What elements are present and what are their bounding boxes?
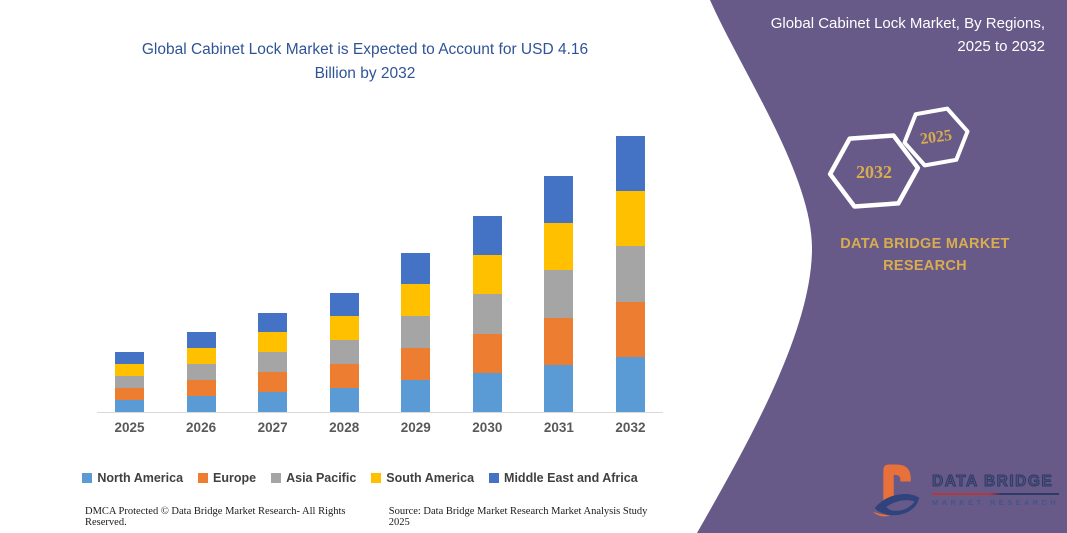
bar-segment-north-america [186, 396, 216, 412]
bar-segment-europe [544, 317, 574, 365]
bar-segment-south-america [401, 284, 431, 317]
bar-segment-europe [186, 380, 216, 396]
bar-segment-asia-pacific [544, 270, 574, 318]
bar-segment-middle-east-and-africa [258, 312, 288, 333]
x-axis-label: 2031 [543, 420, 574, 435]
legend-marker [371, 473, 382, 483]
bar-segment-south-america [544, 223, 574, 271]
logo-divider [932, 493, 1060, 495]
bar-segment-asia-pacific [329, 340, 359, 365]
bar-segment-south-america [615, 191, 645, 247]
hexagon-2025 [902, 106, 970, 168]
legend-item: South America [371, 471, 474, 485]
bar-segment-asia-pacific [115, 376, 144, 388]
bar-segment-south-america [472, 255, 502, 295]
bar-segment-europe [258, 372, 288, 393]
bar-segment-europe [615, 301, 645, 357]
logo-text: DATA BRIDGE MARKET RESEARCH [931, 473, 1060, 507]
bar-segment-north-america [115, 400, 144, 412]
legend-label: Asia Pacific [286, 471, 357, 485]
bar-column [186, 332, 216, 412]
chart-title: Global Cabinet Lock Market is Expected t… [141, 41, 589, 83]
legend-marker [489, 473, 500, 483]
hexagon-2025-label: 2025 [919, 127, 953, 148]
bar-segment-europe [401, 348, 431, 381]
legend-item: Middle East and Africa [489, 471, 638, 485]
legend-label: Europe [213, 471, 257, 485]
x-axis-label: 2030 [472, 420, 503, 435]
bar-segment-europe [329, 364, 359, 389]
bar-segment-north-america [401, 380, 431, 412]
x-axis-label: 2032 [615, 420, 646, 435]
x-axis-label: 2027 [257, 420, 288, 435]
plot-area [97, 120, 663, 413]
bar-segment-asia-pacific [615, 246, 645, 302]
x-axis-label: 2026 [186, 420, 217, 435]
bar-segment-asia-pacific [472, 294, 502, 334]
x-axis-label: 2028 [329, 420, 360, 435]
legend-item: North America [82, 471, 183, 485]
legend-item: Europe [198, 471, 256, 485]
logo-subtitle: MARKET RESEARCH [932, 497, 1060, 507]
bar-segment-middle-east-and-africa [329, 292, 359, 317]
hexagon-2032 [827, 133, 921, 209]
bar-column [472, 216, 502, 412]
bar-segment-middle-east-and-africa [115, 352, 144, 364]
bar-column [615, 136, 645, 412]
legend-marker [198, 473, 209, 483]
company-logo: DATA BRIDGE MARKET RESEARCH [872, 461, 1060, 519]
bar-segment-north-america [615, 356, 645, 412]
legend-label: South America [386, 471, 475, 485]
x-axis-labels: 2025 2026 2027 2028 2029 2030 2031 2032 [97, 420, 663, 435]
logo-title: DATA BRIDGE [931, 473, 1054, 491]
bar-segment-south-america [115, 364, 144, 376]
hexagon-badges: 2032 2025 [827, 106, 970, 209]
bar-segment-middle-east-and-africa [401, 252, 431, 285]
logo-mark-icon [872, 464, 920, 517]
bar-segment-north-america [258, 392, 288, 412]
brand-name: DATA BRIDGE MARKET RESEARCH [840, 236, 1010, 274]
bar-column [329, 292, 359, 412]
legend-label: North America [97, 471, 184, 485]
bar-segment-middle-east-and-africa [615, 136, 645, 192]
bar-segment-middle-east-and-africa [544, 176, 574, 224]
x-axis-label: 2025 [114, 420, 145, 435]
bar-column [401, 252, 431, 412]
bar-column [115, 352, 144, 412]
legend-label: Middle East and Africa [504, 471, 638, 485]
bar-segment-north-america [544, 364, 574, 412]
bar-column [544, 176, 574, 412]
hexagon-2032-label: 2032 [856, 162, 892, 182]
bar-segment-south-america [186, 348, 216, 364]
bar-segment-middle-east-and-africa [186, 332, 216, 348]
legend-marker [271, 473, 282, 483]
bar-segment-europe [472, 333, 502, 373]
bar-segment-south-america [258, 332, 288, 353]
panel-title: Global Cabinet Lock Market, By Regions, … [770, 15, 1045, 56]
bar-column [258, 312, 288, 412]
x-axis-label: 2029 [400, 420, 431, 435]
legend: North America Europe Asia Pacific South Ame… [40, 471, 680, 485]
legend-item: Asia Pacific [271, 471, 356, 485]
legend-marker [82, 473, 93, 483]
bar-segment-asia-pacific [401, 316, 431, 349]
bar-segment-north-america [329, 388, 359, 412]
bar-segment-middle-east-and-africa [472, 216, 502, 256]
bar-segment-asia-pacific [186, 364, 216, 380]
bar-segment-asia-pacific [258, 352, 288, 373]
dmca-notice: DMCA Protected © Data Bridge Market Rese… [85, 506, 346, 528]
bar-segment-south-america [329, 316, 359, 341]
footer: DMCA Protected © Data Bridge Market Rese… [85, 506, 670, 528]
bar-segment-europe [115, 388, 144, 400]
source-note: Source: Data Bridge Market Research Mark… [388, 506, 648, 528]
bar-segment-north-america [472, 372, 502, 412]
